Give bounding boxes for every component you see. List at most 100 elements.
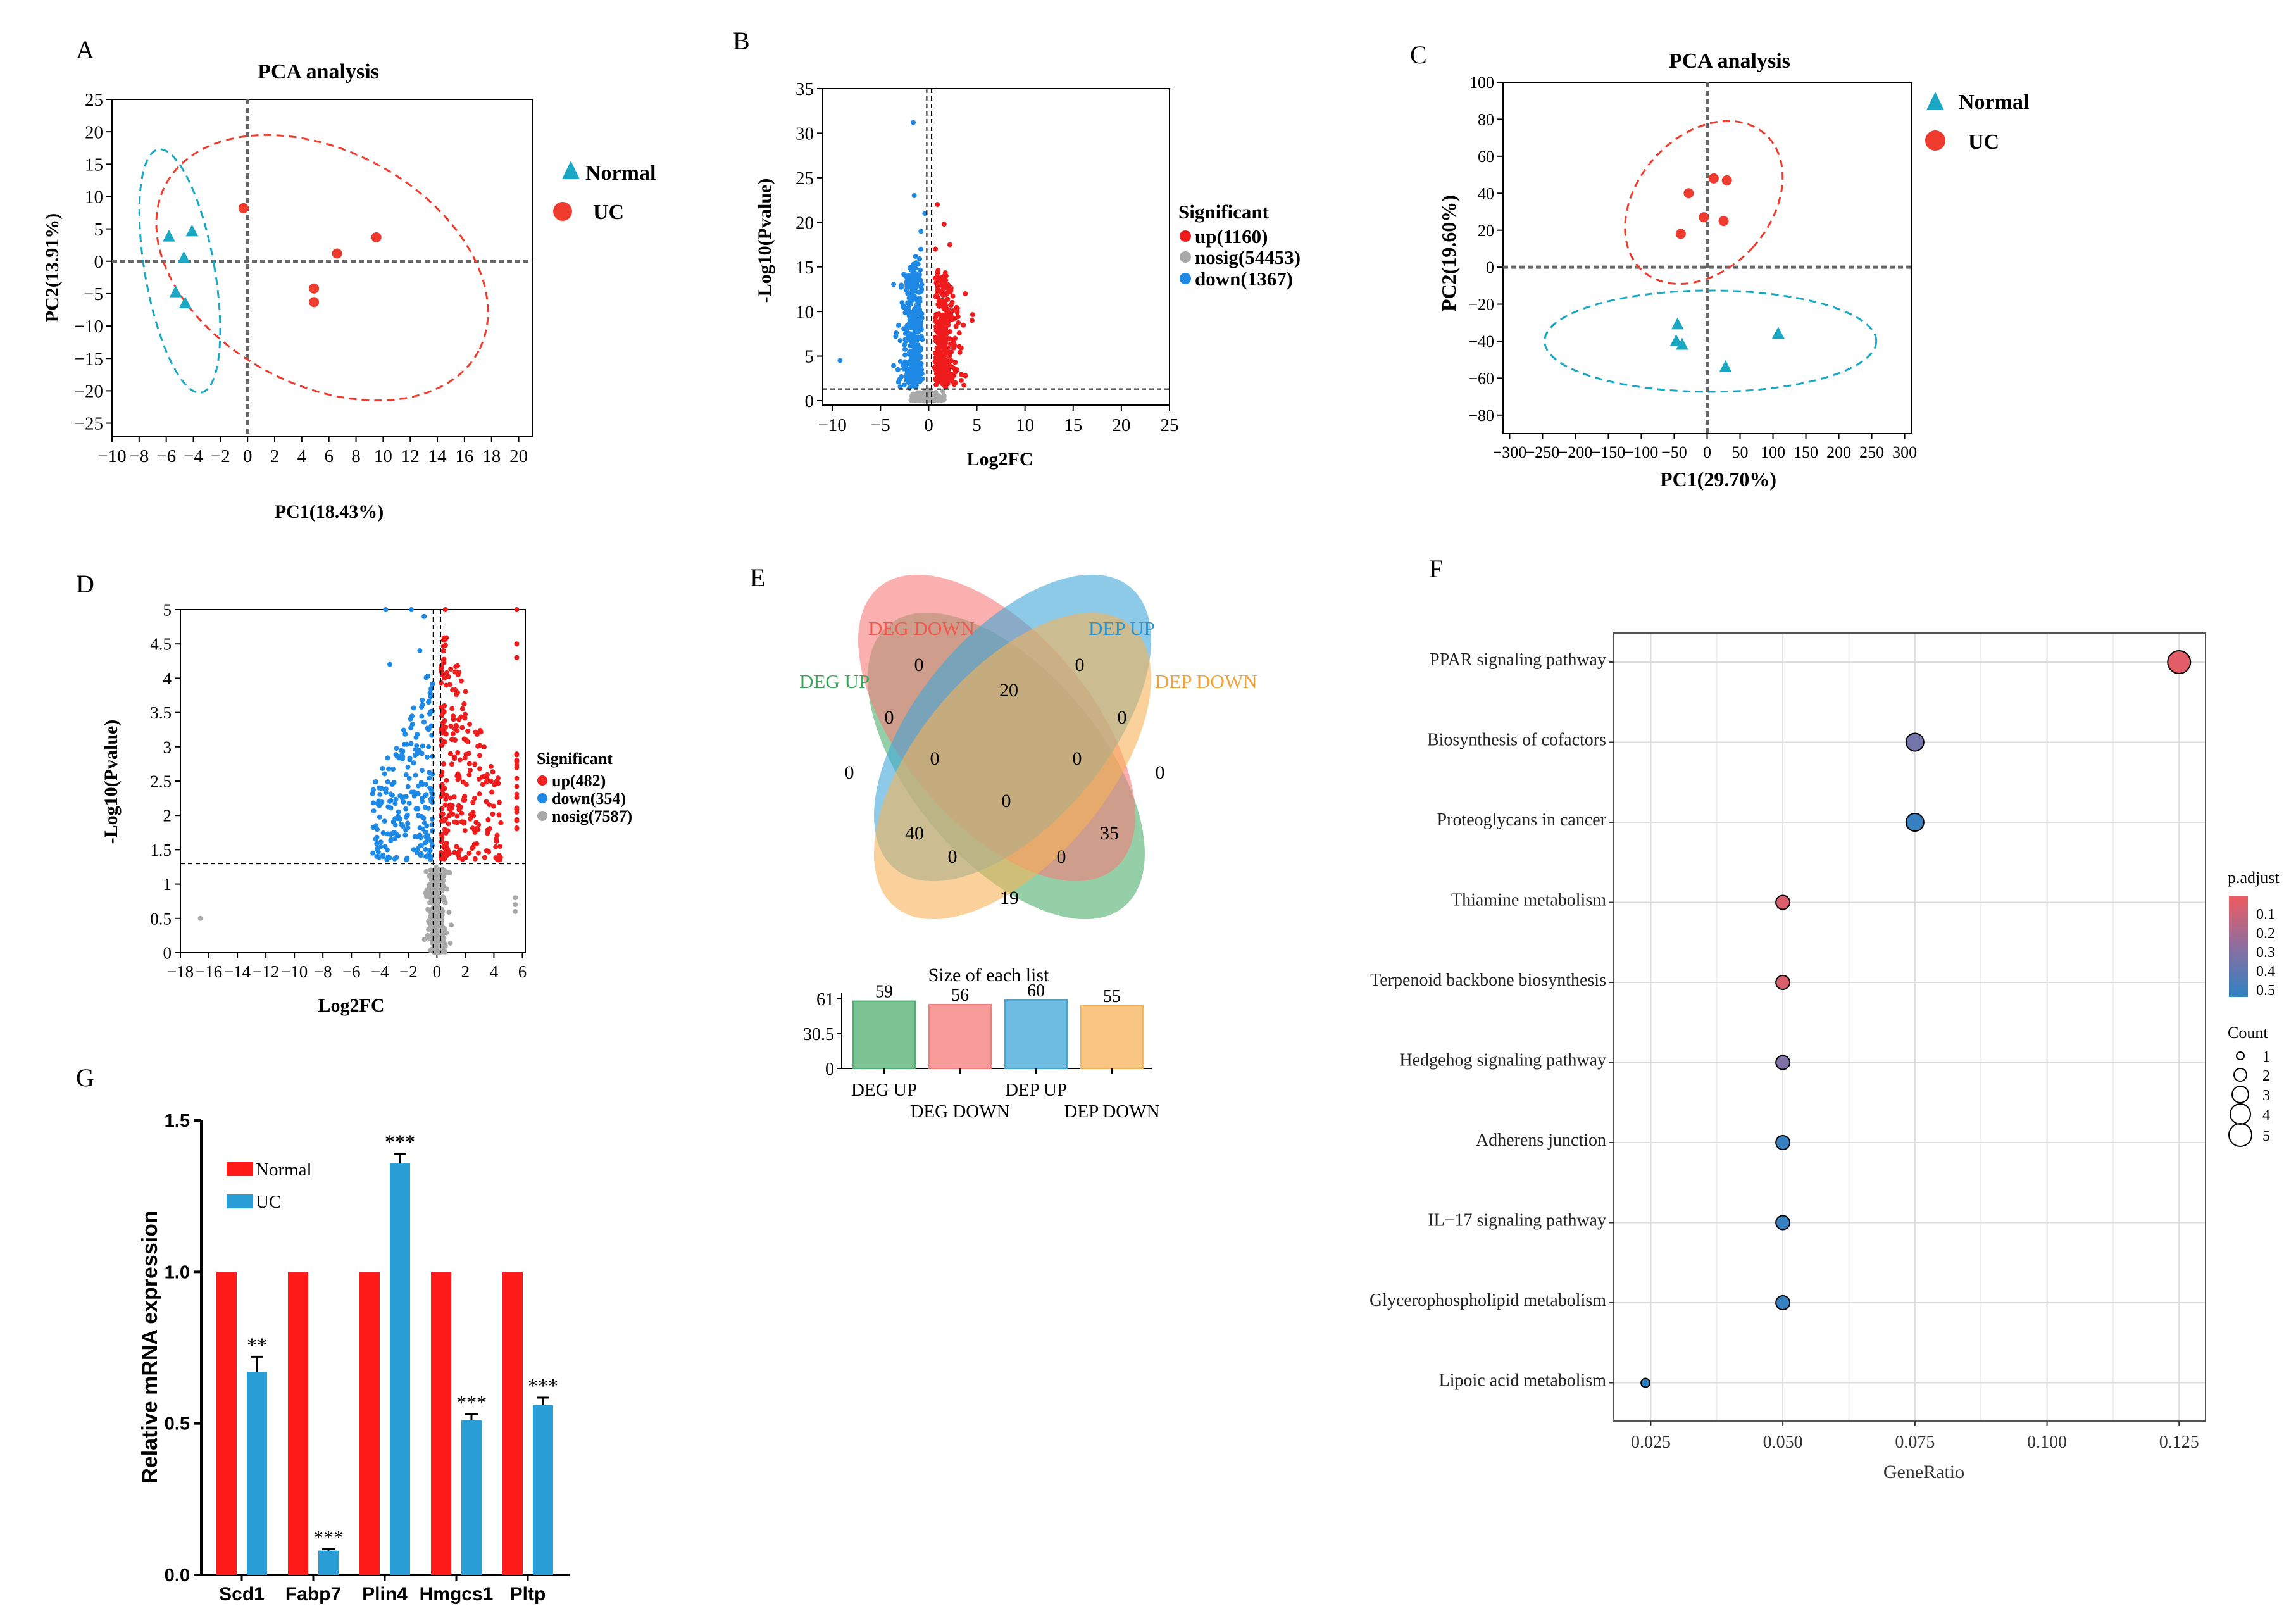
point-up	[944, 377, 950, 383]
point-down	[385, 755, 390, 761]
point-up	[466, 772, 472, 777]
point-down	[914, 311, 920, 317]
category-label: Terpenoid backbone biosynthesis	[1370, 970, 1606, 990]
panel-f-xlabel: GeneRatio	[1883, 1462, 1964, 1482]
size-bar	[928, 1004, 992, 1069]
panel-b-legend: Significant up(1160) nosig(54453) down(1…	[1178, 201, 1301, 290]
panel-g-bars: **************	[216, 1131, 558, 1575]
point-up	[477, 791, 482, 797]
venn-bar-title: Size of each list	[928, 965, 1049, 986]
point-down	[400, 754, 406, 760]
point-up	[514, 784, 520, 789]
y-tick-label: 60	[1478, 147, 1494, 166]
point-down	[393, 752, 399, 758]
count-legend-title: Count	[2228, 1024, 2268, 1042]
point-down	[380, 765, 385, 771]
x-tick-label: −10	[97, 446, 126, 467]
point-down	[906, 305, 911, 311]
x-tick-label: −2	[399, 962, 418, 981]
panel-f-enrichment: PPAR signaling pathway Biosynthesis of co…	[1369, 632, 2280, 1482]
point-down	[370, 791, 375, 796]
category-label: Thiamine metabolism	[1451, 891, 1606, 910]
category-label: Lipoic acid metabolism	[1439, 1371, 1607, 1391]
point-up	[947, 285, 953, 291]
venn-region: 0	[1002, 791, 1011, 812]
point-down	[408, 607, 414, 612]
size-bar-value: 60	[1027, 981, 1045, 1001]
ellipse-normal	[138, 148, 221, 394]
point-up	[439, 839, 444, 844]
point-up	[442, 718, 447, 724]
point-down	[910, 274, 916, 280]
point-up	[940, 369, 945, 375]
point-down	[897, 384, 903, 390]
point-down	[914, 349, 920, 354]
x-tick-label: 16	[455, 446, 473, 467]
point-up	[933, 246, 939, 252]
point-down	[427, 690, 433, 696]
point-nosig	[427, 884, 432, 890]
point-down	[401, 799, 406, 805]
legend-up-dot	[1180, 230, 1191, 242]
point-down	[902, 342, 908, 348]
x-tick-label: 20	[1112, 415, 1130, 436]
x-tick-label: 50	[1732, 443, 1749, 461]
x-tick-label: 12	[401, 446, 420, 467]
point-up	[479, 774, 485, 780]
x-tick-label: DEG UP	[851, 1080, 917, 1100]
point-down	[420, 796, 425, 801]
enrichment-point	[1905, 813, 1925, 832]
y-tick-label: 5	[805, 347, 814, 367]
y-tick-label: 80	[1478, 111, 1494, 129]
point-down	[910, 270, 916, 275]
point-down	[415, 806, 421, 812]
x-tick-label: 10	[1016, 415, 1034, 436]
point-down	[902, 346, 908, 352]
point-up	[484, 799, 489, 805]
x-tick-label: 0	[433, 962, 442, 981]
point-down	[385, 804, 391, 810]
point-up	[442, 730, 447, 736]
x-tick-label: −2	[211, 446, 230, 467]
venn-region: 0	[1073, 748, 1082, 769]
point-down	[406, 776, 412, 782]
point-down	[398, 822, 404, 827]
significance-label: ***	[456, 1391, 487, 1413]
count-legend-circle	[2236, 1051, 2245, 1060]
point-up	[443, 682, 449, 688]
point-down	[378, 839, 384, 845]
x-tick-label: −8	[129, 446, 149, 467]
point-up	[442, 802, 448, 808]
y-tick-label: 0	[94, 252, 104, 272]
point-down	[422, 805, 428, 810]
point-down	[390, 767, 396, 772]
point-up	[952, 360, 958, 365]
point-down	[909, 371, 915, 377]
point-up	[940, 326, 945, 332]
x-tick-label: 2	[461, 962, 470, 981]
point-up	[943, 280, 949, 286]
point-down	[911, 193, 917, 199]
point-up	[459, 810, 465, 816]
point-down	[415, 834, 421, 839]
point-up	[447, 751, 453, 756]
point-nosig	[446, 910, 452, 915]
panel-d-legend-title: Significant	[537, 749, 613, 768]
point-nosig	[442, 943, 448, 949]
point-down	[404, 812, 410, 818]
point-nosig	[434, 946, 440, 952]
point-up	[439, 773, 444, 779]
point-down	[426, 727, 432, 732]
panel-b-legend-up: up(1160)	[1195, 225, 1268, 248]
legend-triangle-icon	[562, 161, 580, 179]
panel-a-frame	[111, 99, 533, 437]
point-nosig	[425, 932, 430, 938]
ellipse-uc	[1624, 120, 1784, 285]
point-up	[945, 361, 951, 367]
point-down	[373, 836, 378, 842]
point-up	[462, 715, 468, 721]
point-down	[918, 284, 924, 289]
venn-region: 0	[1075, 655, 1085, 675]
enrichment-point	[1640, 1377, 1651, 1388]
point-nosig	[439, 918, 444, 924]
